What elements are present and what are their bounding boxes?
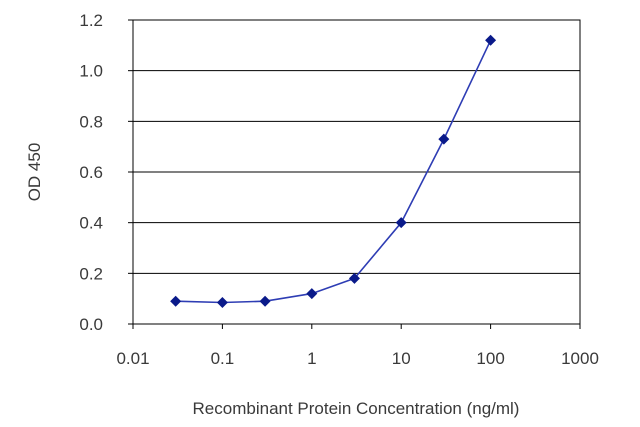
data-point — [259, 295, 271, 307]
y-axis-ticks: 0.0 0.2 0.4 0.6 0.8 1.0 1.2 — [79, 11, 133, 334]
x-axis-ticks: 0.01 0.1 1 10 100 1000 — [116, 324, 599, 368]
series-layer — [170, 34, 497, 308]
data-point — [395, 217, 407, 229]
y-tick-label: 0.0 — [79, 315, 103, 334]
data-point — [348, 272, 360, 284]
data-point — [216, 296, 228, 308]
y-tick-label: 1.2 — [79, 11, 103, 30]
x-axis-title: Recombinant Protein Concentration (ng/ml… — [193, 399, 520, 418]
x-tick-label: 100 — [476, 349, 504, 368]
x-tick-label: 0.1 — [211, 349, 235, 368]
x-tick-label: 1 — [307, 349, 316, 368]
y-tick-label: 1.0 — [79, 62, 103, 81]
y-tick-label: 0.4 — [79, 214, 103, 233]
data-point — [485, 34, 497, 46]
y-tick-label: 0.6 — [79, 163, 103, 182]
y-tick-label: 0.8 — [79, 112, 103, 131]
data-point — [438, 133, 450, 145]
x-tick-label: 0.01 — [116, 349, 149, 368]
grid-lines — [133, 70, 580, 274]
data-point — [306, 288, 318, 300]
data-point — [170, 295, 182, 307]
series-line — [175, 39, 492, 304]
y-axis-title: OD 450 — [25, 143, 44, 202]
y-tick-label: 0.2 — [79, 264, 103, 283]
x-tick-label: 1000 — [561, 349, 599, 368]
x-tick-label: 10 — [392, 349, 411, 368]
